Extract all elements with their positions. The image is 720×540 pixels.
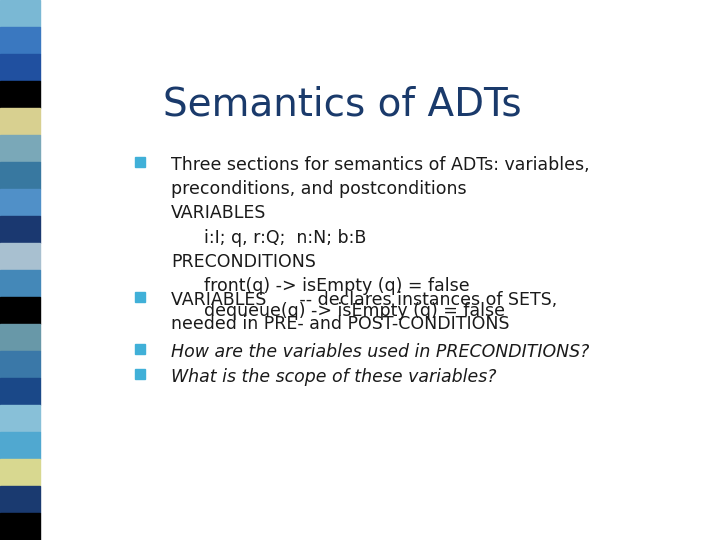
Text: Semantics of ADTs: Semantics of ADTs — [163, 85, 521, 124]
Text: What is the scope of these variables?: What is the scope of these variables? — [171, 368, 496, 386]
Text: How are the variables used in PRECONDITIONS?: How are the variables used in PRECONDITI… — [171, 343, 589, 361]
Bar — [135, 344, 145, 354]
Bar — [135, 157, 145, 167]
Bar — [135, 292, 145, 302]
Text: Three sections for semantics of ADTs: variables,
preconditions, and postconditio: Three sections for semantics of ADTs: va… — [171, 156, 590, 320]
Text: VARIABLES      -- declares instances of SETS,
needed in PRE- and POST-CONDITIONS: VARIABLES -- declares instances of SETS,… — [171, 291, 557, 333]
Bar — [135, 369, 145, 379]
